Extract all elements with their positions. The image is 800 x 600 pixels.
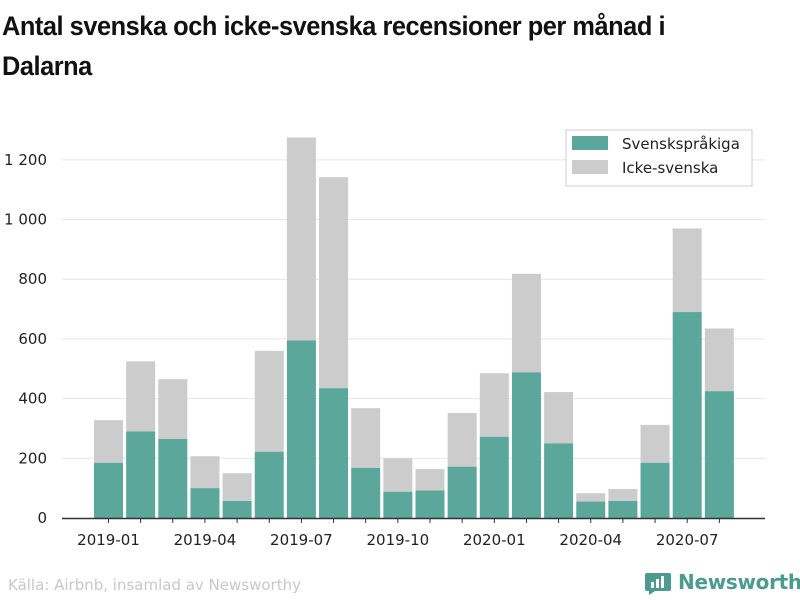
newsworthy-logo-icon: [645, 573, 671, 595]
bar-svensksprakiga: [544, 443, 574, 518]
bar-svensksprakiga: [190, 488, 220, 518]
source-note: Källa: Airbnb, insamlad av Newsworthy: [8, 576, 301, 594]
bar-svensksprakiga: [672, 312, 702, 518]
bar-svensksprakiga: [415, 490, 445, 518]
bar-svensksprakiga: [126, 431, 156, 518]
x-tick-label: 2020-01: [463, 531, 526, 549]
legend-label: Icke-svenska: [622, 159, 718, 177]
y-tick-label: 200: [18, 449, 47, 467]
bar-icke-svenska: [672, 228, 702, 313]
bar-icke-svenska: [319, 177, 349, 389]
bar-svensksprakiga: [319, 388, 349, 518]
y-tick-label: 1 000: [4, 211, 47, 229]
bar-svensksprakiga: [479, 436, 509, 518]
bar-svensksprakiga: [383, 491, 413, 518]
bar-icke-svenska: [544, 392, 574, 444]
legend-swatch: [572, 136, 608, 150]
bar-svensksprakiga: [640, 462, 670, 518]
brand-logo[interactable]: Newsworthy: [645, 569, 800, 595]
bar-icke-svenska: [286, 137, 316, 341]
x-tick-label: 2019-01: [77, 531, 140, 549]
bar-svensksprakiga: [222, 500, 252, 518]
legend-swatch: [572, 160, 608, 174]
legend-label: Svenskspråkiga: [622, 135, 740, 153]
bar-icke-svenska: [383, 458, 413, 492]
y-tick-label: 600: [18, 330, 47, 348]
x-tick-label: 2019-04: [174, 531, 237, 549]
chart-title: Antal svenska och icke-svenska recension…: [2, 11, 666, 81]
bar-icke-svenska: [415, 469, 445, 491]
bar-svensksprakiga: [704, 391, 734, 518]
bar-icke-svenska: [126, 361, 156, 432]
bar-icke-svenska: [640, 424, 670, 463]
bar-icke-svenska: [479, 373, 509, 437]
y-tick-label: 1 200: [4, 151, 47, 169]
bar-icke-svenska: [222, 473, 252, 501]
bar-svensksprakiga: [158, 438, 188, 518]
y-tick-label: 800: [18, 270, 47, 288]
x-tick-label: 2020-04: [559, 531, 622, 549]
y-tick-label: 0: [37, 509, 47, 527]
x-tick-label: 2019-07: [270, 531, 333, 549]
bar-svensksprakiga: [608, 500, 638, 518]
bar-icke-svenska: [511, 273, 541, 373]
bar-svensksprakiga: [511, 372, 541, 518]
bar-svensksprakiga: [351, 467, 381, 518]
bar-icke-svenska: [608, 489, 638, 501]
bar-icke-svenska: [254, 350, 284, 452]
legend: Svenskspråkiga Icke-svenska: [565, 129, 753, 187]
brand-name: Newsworthy: [678, 570, 800, 594]
bar-svensksprakiga: [254, 451, 284, 518]
bars: [94, 137, 734, 518]
x-axis: 2019-01 2019-04 2019-07 2019-10 2020-01 2020-…: [62, 517, 765, 549]
bar-icke-svenska: [576, 493, 606, 502]
bar-svensksprakiga: [576, 501, 606, 518]
bar-svensksprakiga: [94, 462, 123, 518]
bar-icke-svenska: [704, 328, 734, 392]
bar-icke-svenska: [158, 379, 188, 439]
bar-svensksprakiga: [286, 340, 316, 518]
bar-icke-svenska: [447, 412, 477, 467]
y-tick-label: 400: [18, 390, 47, 408]
bar-icke-svenska: [190, 456, 220, 489]
bar-icke-svenska: [94, 420, 123, 463]
x-tick-label: 2019-10: [367, 531, 430, 549]
bar-icke-svenska: [351, 408, 381, 468]
y-axis: 0 200 400 600 800 1 000 1 200: [4, 151, 47, 527]
x-tick-label: 2020-07: [656, 531, 719, 549]
bar-svensksprakiga: [447, 466, 477, 518]
